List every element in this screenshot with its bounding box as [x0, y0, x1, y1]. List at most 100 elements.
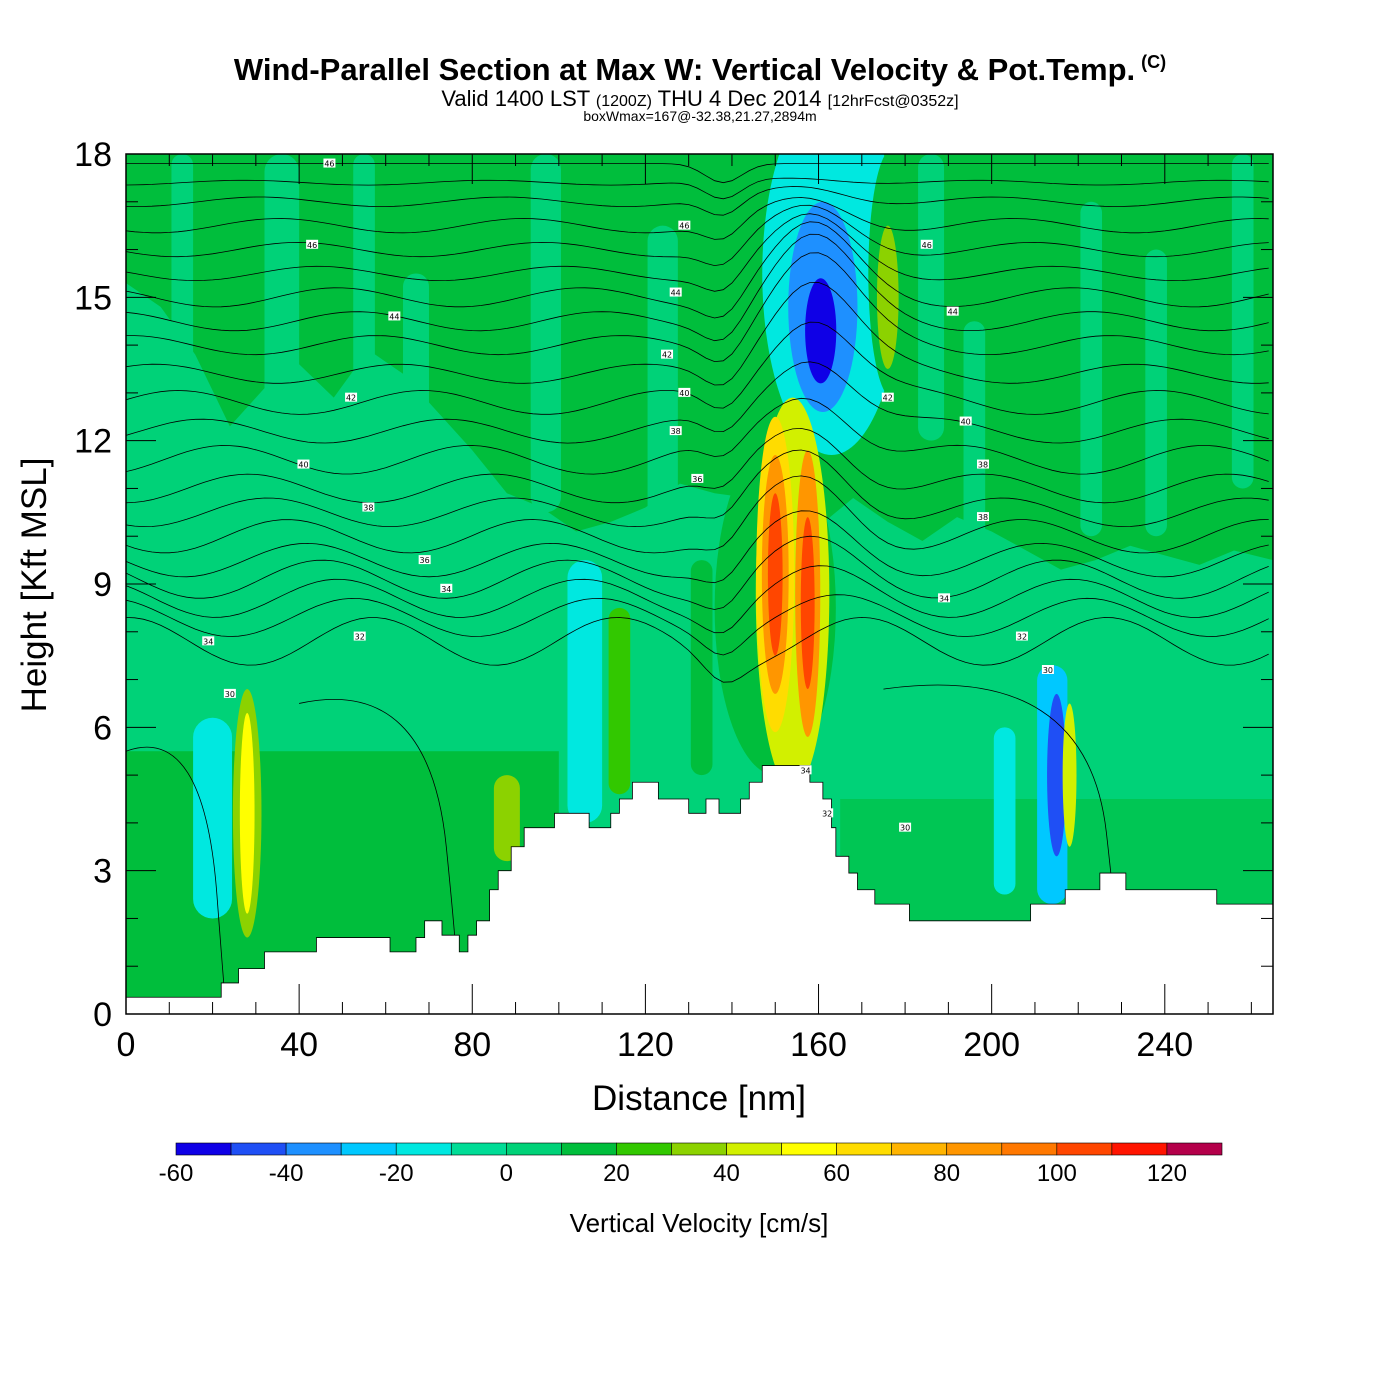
- theta-contour: [126, 186, 1269, 216]
- x-tick-label: 80: [453, 1026, 491, 1064]
- chart-box-info: boxWmax=167@-32.38,21.27,2894m: [583, 108, 817, 124]
- theta-contour: [126, 535, 1269, 610]
- contour-label-text: 34: [800, 766, 810, 775]
- colorbar-swatch: [616, 1142, 672, 1156]
- colorbar-swatch: [1111, 1142, 1168, 1156]
- contour-label: 46: [678, 220, 691, 231]
- w-cell: [1047, 693, 1067, 857]
- contour-label-text: 36: [692, 475, 702, 484]
- colorbar-swatch: [1056, 1142, 1113, 1156]
- contour-label: 46: [323, 158, 336, 169]
- contour-label: 46: [920, 239, 933, 250]
- contour-label-text: 30: [900, 824, 910, 833]
- w-cell: [767, 493, 783, 656]
- w-strip: [171, 154, 194, 561]
- colorbar-swatch: [285, 1142, 342, 1156]
- contour-label-text: 44: [671, 289, 681, 298]
- contour-label-text: 42: [883, 394, 893, 403]
- theta-contour: [126, 449, 1269, 528]
- contour-label-text: 40: [298, 461, 308, 470]
- theta-contour: [126, 197, 1269, 240]
- w-strip: [1145, 249, 1167, 537]
- colorbar-tick-label: 40: [713, 1160, 740, 1187]
- colorbar-swatch: [175, 1142, 232, 1156]
- contour-label: 40: [678, 387, 691, 398]
- contour-label: 32: [1015, 631, 1028, 642]
- w-cell: [805, 278, 837, 384]
- chart-title: Wind-Parallel Section at Max W: Vertical…: [0, 52, 1400, 88]
- x-tick-label: 40: [280, 1026, 318, 1064]
- w-strip: [608, 607, 631, 795]
- y-tick-label: 18: [74, 136, 112, 174]
- colorbar-swatch: [781, 1142, 837, 1156]
- contour-label-text: 46: [922, 241, 932, 250]
- colorbar-tick-label: 120: [1147, 1160, 1187, 1187]
- contour-label-text: 36: [420, 556, 430, 565]
- w-strip: [918, 154, 945, 441]
- x-tick-label: 160: [790, 1026, 847, 1064]
- theta-contour: [126, 616, 1269, 683]
- contour-label: 36: [418, 555, 431, 565]
- contour-label: 34: [440, 583, 453, 594]
- colorbar-swatch: [1166, 1142, 1223, 1156]
- theta-contour: [126, 281, 1269, 386]
- chart-title-text: Wind-Parallel Section at Max W: Vertical…: [233, 52, 1136, 87]
- contour-label: 38: [977, 512, 990, 522]
- contour-label: 42: [881, 392, 894, 403]
- y-tick-label: 15: [74, 279, 112, 317]
- contour-label: 40: [297, 459, 310, 470]
- theta-contour: [126, 397, 1269, 475]
- w-strip: [193, 717, 233, 919]
- x-axis-title: Distance [nm]: [592, 1079, 806, 1118]
- colorbar-tick-label: 60: [823, 1160, 850, 1187]
- contour-label-text: 30: [1043, 666, 1053, 675]
- contour-label: 44: [669, 287, 682, 298]
- y-tick-label: 9: [93, 566, 112, 604]
- colorbar-swatch: [726, 1142, 782, 1156]
- contour-label: 32: [821, 808, 834, 818]
- contour-label: 38: [669, 426, 682, 436]
- contour-label-text: 44: [389, 312, 399, 321]
- colorbar-swatch: [506, 1142, 562, 1156]
- x-tick-label: 240: [1136, 1026, 1193, 1064]
- colorbar-swatch: [946, 1142, 1003, 1156]
- w-strip: [963, 321, 986, 561]
- plot-area: 46 46 46 46 44 44 44 42 42 42 40 40 40 38 38 38 38 36 36 34…: [126, 154, 1273, 1014]
- chart-subtitle: Valid 1400 LST (1200Z) THU 4 Dec 2014 [1…: [0, 86, 1400, 112]
- theta-contour: [126, 475, 1269, 554]
- w-strip: [647, 225, 678, 561]
- theta-contour: [126, 427, 1269, 504]
- contour-label-text: 34: [441, 585, 451, 594]
- contour-label-text: 34: [203, 637, 213, 646]
- contour-label-text: 38: [363, 504, 373, 513]
- contour-label: 30: [899, 822, 912, 833]
- colorbar-swatch: [671, 1142, 727, 1156]
- w-strip: [690, 560, 713, 776]
- contour-label-text: 46: [307, 241, 317, 250]
- colorbar-swatch: [450, 1142, 507, 1156]
- contour-label: 38: [977, 459, 990, 470]
- contour-label: 46: [306, 239, 319, 250]
- colorbar-swatch: [891, 1142, 948, 1156]
- contour-label: 38: [362, 502, 375, 513]
- subtitle-forecast: [12hrFcst@0352z]: [827, 93, 959, 110]
- subtitle-date: THU 4 Dec 2014: [657, 86, 822, 111]
- colorbar-swatch: [836, 1142, 892, 1156]
- x-tick-label: 0: [117, 1026, 136, 1064]
- theta-contour: [126, 252, 1269, 363]
- colorbar-swatch: [395, 1142, 452, 1156]
- colorbar-tick-label: 80: [933, 1160, 960, 1187]
- x-tick-label: 200: [963, 1026, 1020, 1064]
- x-tick-label: 120: [617, 1026, 674, 1064]
- contour-label: 30: [223, 688, 236, 699]
- w-cell: [800, 517, 815, 690]
- y-tick-label: 3: [93, 853, 112, 891]
- contour-label-text: 40: [679, 389, 689, 398]
- theta-contour: [126, 177, 1269, 200]
- contour-label: 34: [938, 593, 951, 603]
- w-strip: [493, 775, 520, 862]
- theta-contour: [126, 594, 1269, 656]
- contour-label-text: 42: [662, 351, 672, 360]
- w-cell: [239, 713, 255, 914]
